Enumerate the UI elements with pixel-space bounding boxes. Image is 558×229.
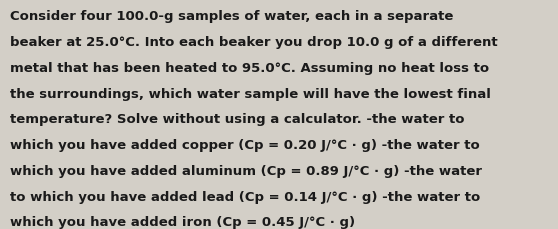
Text: which you have added iron (Cp = 0.45 J/°C · g): which you have added iron (Cp = 0.45 J/°… xyxy=(10,215,355,229)
Text: the surroundings, which water sample will have the lowest final: the surroundings, which water sample wil… xyxy=(10,87,491,100)
Text: which you have added aluminum (Cp = 0.89 J/°C · g) -the water: which you have added aluminum (Cp = 0.89… xyxy=(10,164,482,177)
Text: which you have added copper (Cp = 0.20 J/°C · g) -the water to: which you have added copper (Cp = 0.20 J… xyxy=(10,139,480,152)
Text: beaker at 25.0°C. Into each beaker you drop 10.0 g of a different: beaker at 25.0°C. Into each beaker you d… xyxy=(10,36,498,49)
Text: temperature? Solve without using a calculator. -the water to: temperature? Solve without using a calcu… xyxy=(10,113,465,126)
Text: metal that has been heated to 95.0°C. Assuming no heat loss to: metal that has been heated to 95.0°C. As… xyxy=(10,62,489,75)
Text: to which you have added lead (Cp = 0.14 J/°C · g) -the water to: to which you have added lead (Cp = 0.14 … xyxy=(10,190,480,203)
Text: Consider four 100.0-g samples of water, each in a separate: Consider four 100.0-g samples of water, … xyxy=(10,10,454,23)
